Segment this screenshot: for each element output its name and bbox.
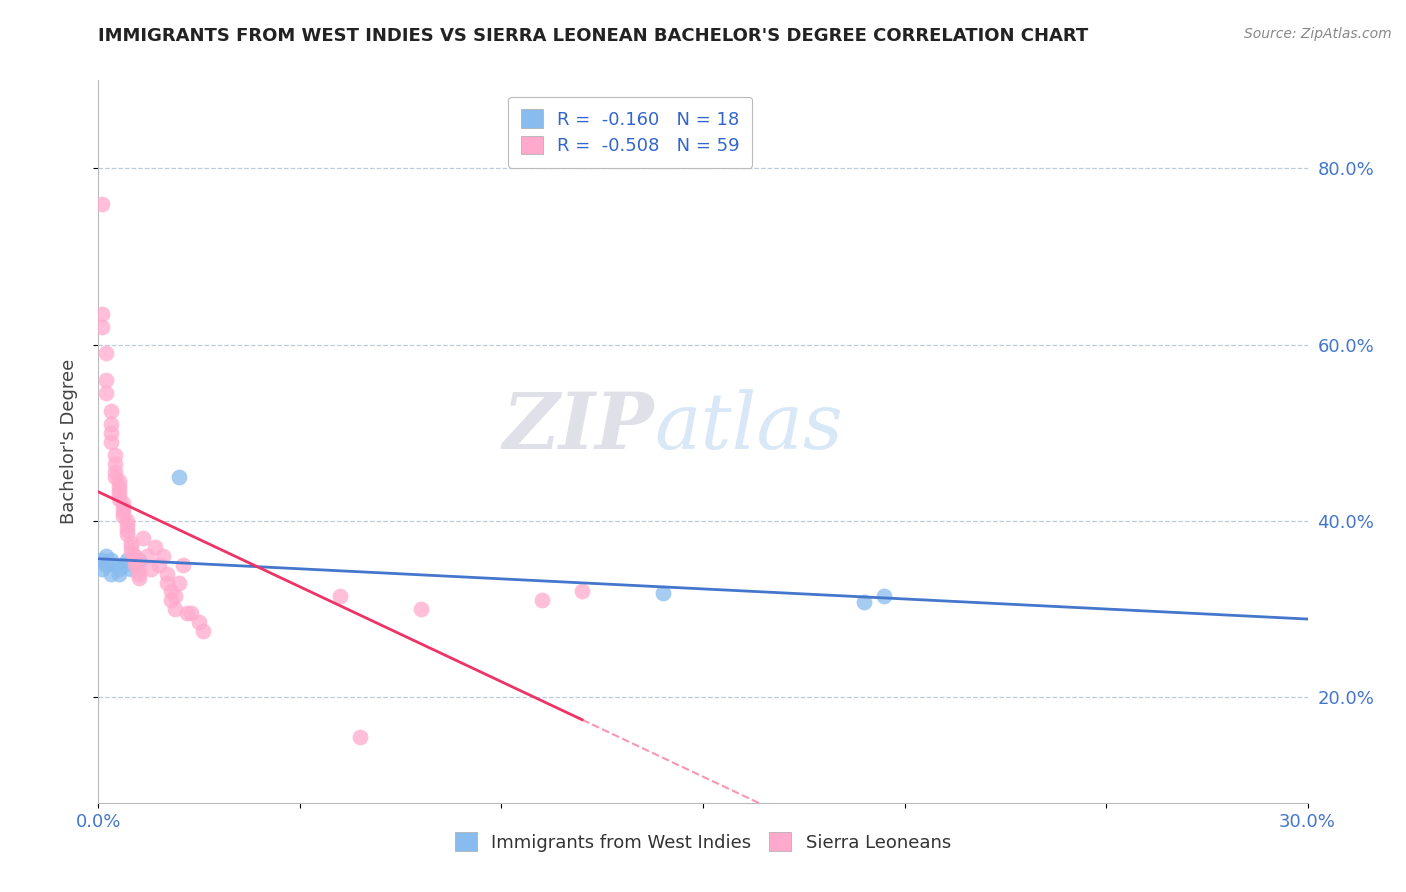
Point xyxy=(160,584,183,599)
Point xyxy=(571,584,593,599)
Point xyxy=(103,457,125,471)
Point xyxy=(111,509,134,524)
Point xyxy=(111,496,134,510)
Point xyxy=(124,553,146,567)
Point xyxy=(853,595,876,609)
Point xyxy=(96,549,118,563)
Point xyxy=(167,470,190,484)
Point xyxy=(651,586,673,600)
Point xyxy=(128,566,150,581)
Point xyxy=(115,527,138,541)
Text: ZIP: ZIP xyxy=(503,389,655,466)
Point xyxy=(115,518,138,533)
Text: atlas: atlas xyxy=(655,389,844,466)
Point xyxy=(100,417,122,431)
Point xyxy=(115,523,138,537)
Point xyxy=(103,558,125,572)
Point xyxy=(188,615,211,630)
Point xyxy=(163,589,186,603)
Point xyxy=(329,589,352,603)
Point xyxy=(103,470,125,484)
Point xyxy=(96,346,118,360)
Point xyxy=(100,553,122,567)
Point xyxy=(120,562,142,576)
Point xyxy=(120,541,142,555)
Point xyxy=(132,532,155,546)
Point xyxy=(100,566,122,581)
Point xyxy=(111,505,134,519)
Point xyxy=(107,566,129,581)
Point xyxy=(143,541,166,555)
Point xyxy=(100,425,122,440)
Point xyxy=(530,593,553,607)
Point xyxy=(124,549,146,563)
Point xyxy=(120,544,142,558)
Point xyxy=(91,553,114,567)
Point xyxy=(115,514,138,528)
Point xyxy=(152,549,174,563)
Point xyxy=(111,500,134,515)
Point xyxy=(96,373,118,387)
Point xyxy=(107,491,129,506)
Point xyxy=(103,448,125,462)
Point xyxy=(91,320,114,334)
Text: IMMIGRANTS FROM WEST INDIES VS SIERRA LEONEAN BACHELOR'S DEGREE CORRELATION CHAR: IMMIGRANTS FROM WEST INDIES VS SIERRA LE… xyxy=(98,27,1088,45)
Point xyxy=(120,536,142,550)
Point xyxy=(873,589,896,603)
Point xyxy=(128,553,150,567)
Point xyxy=(107,487,129,501)
Point xyxy=(124,558,146,572)
Point xyxy=(107,474,129,488)
Point xyxy=(139,562,162,576)
Point xyxy=(172,558,194,572)
Point xyxy=(103,466,125,480)
Point xyxy=(135,549,157,563)
Point xyxy=(163,602,186,616)
Point xyxy=(91,562,114,576)
Point xyxy=(100,434,122,449)
Point xyxy=(128,562,150,576)
Point xyxy=(160,593,183,607)
Point xyxy=(124,558,146,572)
Text: Source: ZipAtlas.com: Source: ZipAtlas.com xyxy=(1244,27,1392,41)
Point xyxy=(349,730,371,744)
Point xyxy=(409,602,432,616)
Point xyxy=(96,558,118,572)
Point xyxy=(111,558,134,572)
Point xyxy=(156,575,179,590)
Y-axis label: Bachelor's Degree: Bachelor's Degree xyxy=(59,359,77,524)
Point xyxy=(193,624,215,638)
Point xyxy=(156,566,179,581)
Point xyxy=(91,307,114,321)
Point xyxy=(107,478,129,492)
Point xyxy=(176,607,198,621)
Point xyxy=(180,607,202,621)
Legend: Immigrants from West Indies, Sierra Leoneans: Immigrants from West Indies, Sierra Leon… xyxy=(449,825,957,859)
Point xyxy=(107,483,129,497)
Point xyxy=(96,386,118,401)
Point xyxy=(107,562,129,576)
Point xyxy=(91,196,114,211)
Point xyxy=(128,571,150,585)
Point xyxy=(115,553,138,567)
Point xyxy=(100,403,122,417)
Point xyxy=(148,558,170,572)
Point xyxy=(167,575,190,590)
